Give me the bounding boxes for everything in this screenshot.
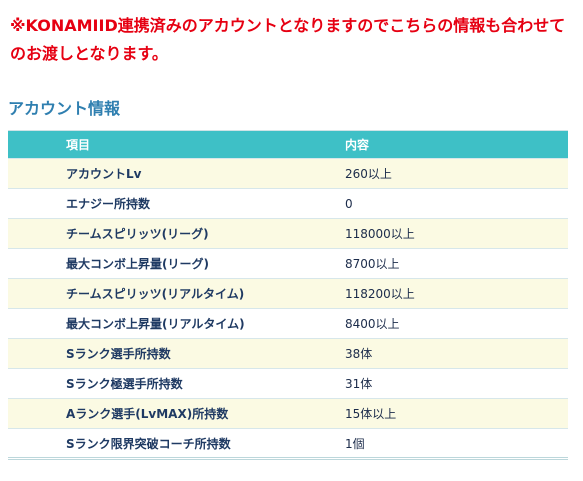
table-row: チームスピリッツ(リアルタイム) 118200以上 [8,278,568,309]
row-item-value: 8700以上 [288,248,568,279]
konami-id-notice: ※KONAMIID連携済みのアカウントとなりますのでこちらの情報も合わせてのお渡… [10,16,566,63]
table-row: 最大コンボ上昇量(リーグ) 8700以上 [8,248,568,279]
table-header-row: 項目 内容 [8,130,568,159]
account-info-title: アカウント情報 [8,99,121,118]
table-row: 最大コンボ上昇量(リアルタイム) 8400以上 [8,308,568,339]
row-item-value: 8400以上 [288,308,568,339]
row-item-label: チームスピリッツ(リアルタイム) [8,278,288,309]
row-item-value: 118000以上 [288,218,568,249]
account-info-table: 項目 内容 アカウントLv 260以上 エナジー所持数 0 チームスピリッツ(リ… [8,130,568,460]
row-item-label: Sランク選手所持数 [8,338,288,369]
table-row: Aランク選手(LvMAX)所持数 15体以上 [8,398,568,429]
row-item-label: 最大コンボ上昇量(リアルタイム) [8,308,288,339]
row-item-label: Sランク限界突破コーチ所持数 [8,428,288,459]
row-item-label: チームスピリッツ(リーグ) [8,218,288,249]
header-item: 項目 [8,130,288,159]
table-row: Sランク限界突破コーチ所持数 1個 [8,428,568,459]
table-row: Sランク極選手所持数 31体 [8,368,568,399]
row-item-value: 0 [288,188,568,219]
row-item-label: エナジー所持数 [8,188,288,219]
table-row: アカウントLv 260以上 [8,158,568,189]
row-item-label: Aランク選手(LvMAX)所持数 [8,398,288,429]
row-item-value: 260以上 [288,158,568,189]
row-item-value: 38体 [288,338,568,369]
row-item-value: 31体 [288,368,568,399]
row-item-label: 最大コンボ上昇量(リーグ) [8,248,288,279]
table-row: エナジー所持数 0 [8,188,568,219]
row-item-value: 1個 [288,428,568,459]
row-item-value: 15体以上 [288,398,568,429]
header-value: 内容 [288,130,568,159]
row-item-label: アカウントLv [8,158,288,189]
row-item-label: Sランク極選手所持数 [8,368,288,399]
row-item-value: 118200以上 [288,278,568,309]
table-row: チームスピリッツ(リーグ) 118000以上 [8,218,568,249]
table-row: Sランク選手所持数 38体 [8,338,568,369]
